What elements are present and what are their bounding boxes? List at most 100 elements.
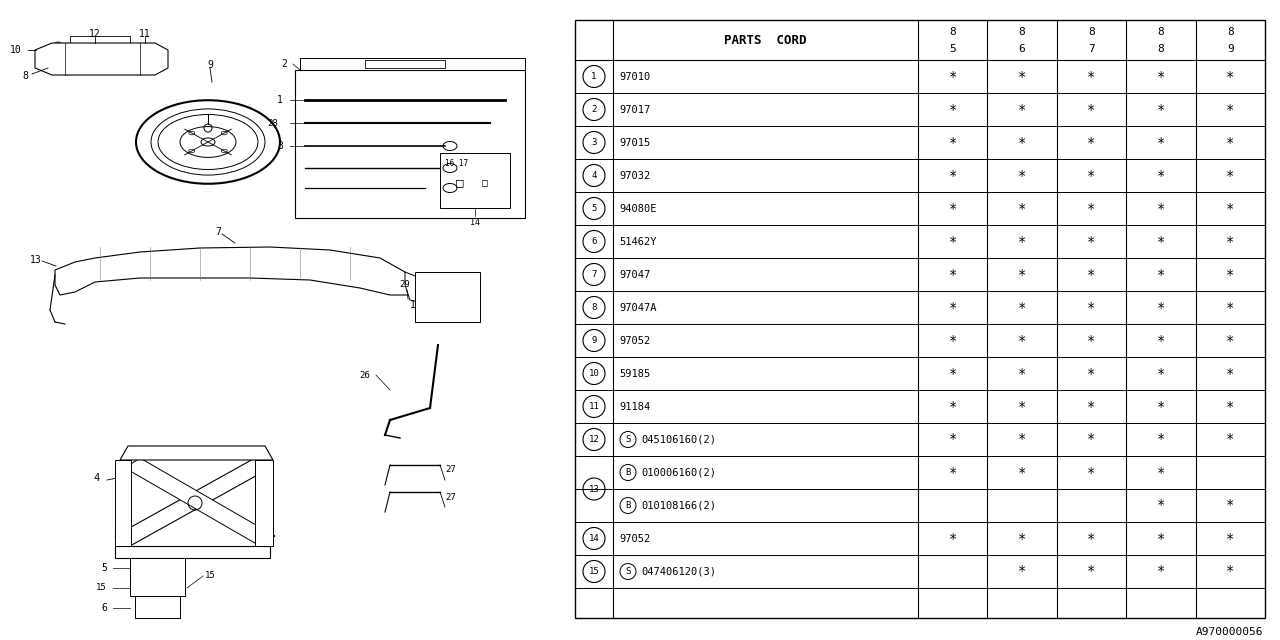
Text: *: *	[1157, 499, 1165, 513]
Text: □: □	[456, 177, 463, 189]
Text: 91184: 91184	[620, 401, 650, 412]
Text: *: *	[1157, 268, 1165, 282]
Text: *: *	[1226, 499, 1234, 513]
Text: *: *	[1226, 333, 1234, 348]
Text: 97052: 97052	[620, 534, 650, 543]
Text: *: *	[1226, 399, 1234, 413]
Text: *: *	[1087, 399, 1096, 413]
Text: 27: 27	[445, 493, 456, 502]
Text: 10: 10	[10, 45, 22, 55]
Text: *: *	[1226, 70, 1234, 83]
Text: 010108166(2): 010108166(2)	[641, 500, 716, 511]
Bar	[365, 60, 445, 68]
Text: *: *	[1157, 465, 1165, 479]
Text: *: *	[1087, 301, 1096, 314]
Text: *: *	[948, 70, 957, 83]
Text: 6: 6	[1019, 44, 1025, 54]
Polygon shape	[115, 458, 270, 546]
Text: 2: 2	[282, 59, 287, 69]
Text: 2: 2	[591, 105, 596, 114]
Text: 9: 9	[1228, 44, 1234, 54]
Text: PARTS  CORD: PARTS CORD	[724, 33, 806, 47]
Text: *: *	[948, 433, 957, 447]
Text: 047406120(3): 047406120(3)	[641, 566, 716, 577]
Text: 5: 5	[591, 204, 596, 213]
Text: *: *	[1087, 168, 1096, 182]
Text: 97015: 97015	[620, 138, 650, 147]
Text: *: *	[1018, 268, 1027, 282]
Text: 8: 8	[1157, 27, 1165, 37]
Text: 4: 4	[93, 473, 100, 483]
Text: *: *	[1157, 136, 1165, 150]
Text: 28: 28	[268, 118, 278, 127]
Text: 8: 8	[1157, 44, 1165, 54]
Text: *: *	[1018, 102, 1027, 116]
Bar	[255, 460, 273, 546]
Text: 10: 10	[589, 369, 599, 378]
Text: B: B	[626, 501, 631, 510]
Text: *: *	[1157, 367, 1165, 381]
Text: S: S	[626, 567, 631, 576]
Polygon shape	[35, 43, 168, 75]
Text: *: *	[1087, 531, 1096, 545]
Text: 6: 6	[101, 603, 108, 613]
Text: *: *	[1087, 433, 1096, 447]
Text: *: *	[948, 531, 957, 545]
Text: S: S	[626, 435, 631, 444]
Text: 15: 15	[96, 584, 108, 593]
Text: 94080E: 94080E	[620, 204, 657, 214]
Text: *: *	[1018, 564, 1027, 579]
Text: 5: 5	[950, 44, 956, 54]
Text: *: *	[1018, 399, 1027, 413]
Text: *: *	[1087, 234, 1096, 248]
Text: 1: 1	[591, 72, 596, 81]
Text: *: *	[1226, 168, 1234, 182]
Bar	[415, 272, 480, 322]
Text: *: *	[1018, 168, 1027, 182]
Text: *: *	[1157, 234, 1165, 248]
Text: *: *	[1157, 564, 1165, 579]
Text: *: *	[948, 399, 957, 413]
Text: 9: 9	[591, 336, 596, 345]
Text: 045106160(2): 045106160(2)	[641, 435, 716, 445]
Text: 010006160(2): 010006160(2)	[641, 467, 716, 477]
Text: *: *	[1018, 465, 1027, 479]
Text: 13: 13	[410, 300, 421, 310]
Bar	[445, 300, 463, 314]
Text: *: *	[1087, 202, 1096, 216]
Text: *: *	[1018, 433, 1027, 447]
Text: *: *	[1018, 367, 1027, 381]
Text: *: *	[1087, 333, 1096, 348]
Text: *: *	[948, 202, 957, 216]
Bar	[131, 558, 186, 596]
Text: 3: 3	[591, 138, 596, 147]
Text: *: *	[948, 168, 957, 182]
Text: *: *	[1087, 70, 1096, 83]
Text: *: *	[1157, 70, 1165, 83]
Text: 27: 27	[445, 465, 456, 474]
Text: *: *	[1018, 136, 1027, 150]
Text: 59185: 59185	[620, 369, 650, 378]
Text: 8: 8	[22, 71, 28, 81]
Text: *: *	[948, 367, 957, 381]
Text: *: *	[1087, 367, 1096, 381]
Text: 13: 13	[29, 255, 42, 265]
Text: *: *	[1226, 268, 1234, 282]
Text: 14: 14	[589, 534, 599, 543]
Text: *: *	[1087, 102, 1096, 116]
Text: 13: 13	[589, 484, 599, 493]
Polygon shape	[404, 272, 425, 302]
Text: *: *	[1157, 202, 1165, 216]
Text: *: *	[1226, 433, 1234, 447]
Text: 8: 8	[1019, 27, 1025, 37]
Polygon shape	[55, 247, 415, 295]
Text: *: *	[1226, 564, 1234, 579]
Text: *: *	[1157, 433, 1165, 447]
Text: *: *	[1018, 531, 1027, 545]
Bar	[70, 36, 131, 46]
Bar	[294, 70, 525, 218]
Text: *: *	[1157, 333, 1165, 348]
Text: *: *	[948, 102, 957, 116]
Text: 7: 7	[1088, 44, 1094, 54]
Bar	[115, 460, 131, 546]
